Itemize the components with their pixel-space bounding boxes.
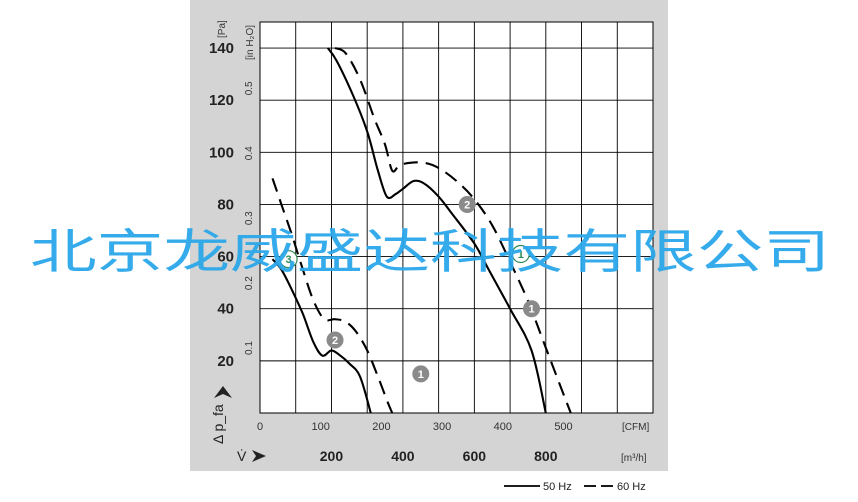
y-tick-label: 60 — [217, 249, 234, 266]
x-m3h-tick-label: 600 — [463, 448, 487, 464]
marker-circle — [458, 195, 476, 213]
y-tick-label: 140 — [209, 40, 234, 57]
x-axis-label: V̇ — [237, 448, 247, 464]
legend-solid-label: 50 Hz — [543, 481, 572, 493]
operating-point-markers: 1 1 2 2 1 3 — [279, 195, 541, 383]
marker-label: 1 — [528, 304, 534, 316]
plot-area — [260, 22, 653, 413]
marker-label: 3 — [286, 254, 292, 266]
operating-point-marker: 1 — [511, 244, 530, 264]
x-cfm-tick-label: 500 — [554, 421, 572, 433]
y-tick-label: 40 — [217, 301, 234, 318]
curve-solid-1 — [271, 258, 372, 414]
x-axis-title: V̇ — [237, 448, 266, 464]
marker-circle — [326, 331, 344, 349]
x-cfm-tick-label: 200 — [372, 421, 390, 433]
y-tick-label: 80 — [217, 196, 234, 213]
y2-tick-label: 0.3 — [244, 211, 255, 225]
x-axis-arrow-icon — [252, 450, 266, 462]
x-m3h-tick-label: 800 — [534, 448, 558, 464]
marker-label: 1 — [518, 249, 524, 261]
x-unit-cfm: [CFM] — [622, 422, 649, 433]
operating-point-marker: 1 — [412, 365, 430, 383]
x-cfm-tick-label: 300 — [433, 421, 451, 433]
y-axis-title: Δ p_fa — [210, 386, 232, 444]
x-m3h-tick-label: 400 — [391, 448, 415, 464]
x-m3h-tick-label: 200 — [320, 448, 344, 464]
y-ticks-inh2o: 0.1 0.2 0.3 0.4 0.5 — [244, 81, 255, 355]
plot-border — [259, 21, 654, 414]
legend: 50 Hz 60 Hz — [504, 481, 646, 493]
x-cfm-tick-label: 0 — [257, 421, 263, 433]
watermark-text: 北京龙威盛达科技有限公司 — [30, 225, 830, 280]
y2-tick-label: 0.1 — [244, 341, 255, 355]
y-unit-inh2o: [in H₂O] — [245, 25, 256, 60]
marker-label: 2 — [332, 335, 338, 347]
y-tick-label: 100 — [209, 144, 234, 161]
y-ticks-pa: 20 40 60 80 100 120 140 — [209, 40, 234, 370]
operating-point-marker: 2 — [326, 331, 344, 349]
marker-circle — [279, 250, 298, 269]
y-tick-label: 20 — [217, 353, 234, 370]
y2-tick-label: 0.4 — [244, 146, 255, 160]
x-cfm-tick-label: 400 — [494, 421, 512, 433]
marker-label: 1 — [418, 369, 424, 381]
curve-solid-2 — [327, 47, 547, 414]
x-ticks-cfm: 0 100 200 300 400 500 — [257, 421, 573, 433]
y-axis-label: Δ p_fa — [210, 404, 226, 444]
marker-circle — [523, 300, 541, 318]
curve-dashed-1 — [271, 178, 394, 414]
y2-tick-label: 0.2 — [244, 276, 255, 290]
legend-dashed-label: 60 Hz — [617, 481, 646, 493]
operating-point-marker: 1 — [523, 300, 541, 318]
x-ticks-m3h: 200 400 600 800 — [320, 448, 558, 464]
operating-point-marker: 3 — [279, 250, 298, 269]
x-unit-m3h: [m³/h] — [621, 453, 647, 464]
y2-tick-label: 0.5 — [244, 81, 255, 95]
y-tick-label: 120 — [209, 92, 234, 109]
marker-label: 2 — [464, 199, 470, 211]
x-cfm-tick-label: 100 — [312, 421, 330, 433]
operating-point-marker: 2 — [458, 195, 476, 213]
marker-circle — [412, 365, 430, 383]
grid — [260, 22, 653, 413]
y-unit-pa: [Pa] — [217, 20, 228, 38]
marker-circle — [511, 244, 530, 264]
y-axis-arrow-icon — [214, 386, 232, 398]
